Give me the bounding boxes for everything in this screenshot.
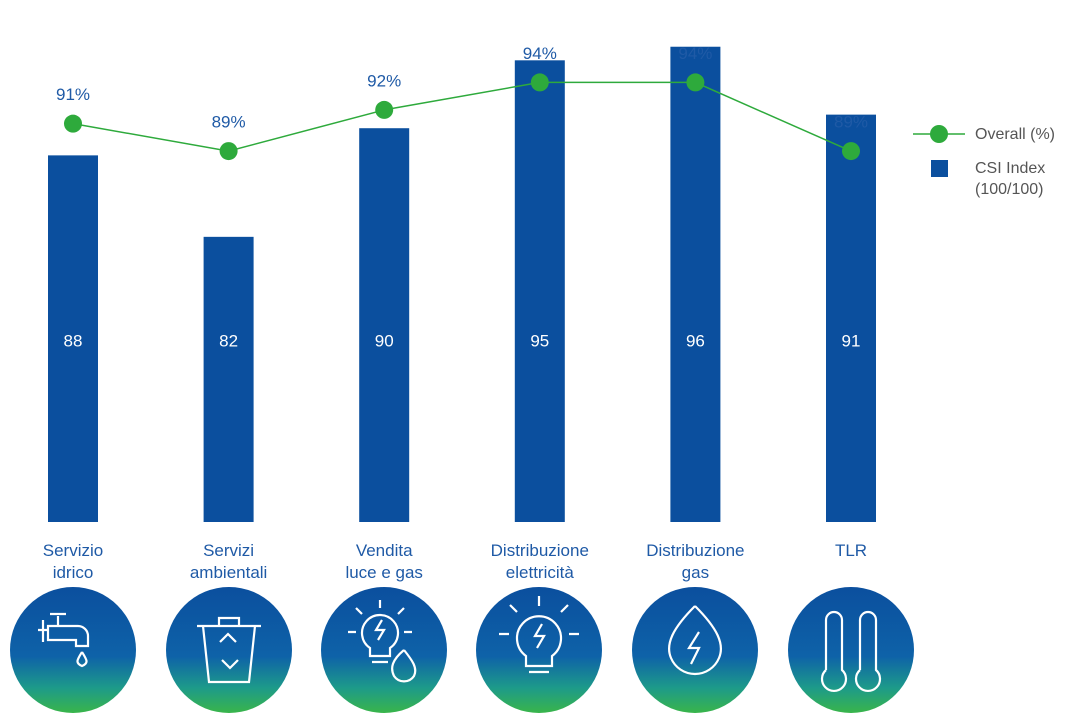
icon-bulb	[499, 596, 579, 674]
icon-bulb-flame	[348, 600, 417, 683]
x-tick-label: Servizi ambientali	[189, 541, 268, 582]
x-tick-label: TLR	[834, 541, 868, 560]
bar	[514, 60, 565, 522]
x-tick-label: Vendita luce e gas	[345, 541, 423, 582]
icon-circle	[788, 587, 914, 713]
bar-label: 82	[219, 331, 238, 350]
line-label: 94%	[523, 44, 557, 63]
bar	[670, 46, 721, 522]
icon-bin	[197, 616, 261, 684]
line	[72, 81, 852, 152]
bar-label: 95	[530, 331, 549, 350]
line-label: 94%	[678, 44, 712, 63]
legend-marker	[930, 125, 948, 143]
icon-circle	[476, 587, 602, 713]
icon-circle	[632, 587, 758, 713]
icon-circle	[166, 587, 292, 713]
line-marker	[530, 73, 549, 92]
line-marker	[842, 142, 860, 161]
icons	[10, 587, 914, 713]
icon-circle	[321, 587, 447, 713]
bar-label: 88	[64, 331, 83, 350]
bar	[48, 155, 98, 523]
x-tick-label: Distribuzione elettricità	[490, 541, 589, 582]
bar	[826, 114, 876, 522]
line-label: 91%	[56, 85, 90, 104]
legend-label: CSI Index (100/100)	[975, 160, 1046, 198]
bar	[359, 128, 410, 523]
icon-thermometers	[820, 610, 882, 692]
line-marker	[375, 100, 394, 119]
x-tick-label: Servizio idrico	[42, 541, 104, 582]
icon-circle	[10, 587, 136, 713]
legend-swatch	[931, 160, 948, 177]
line-label: 92%	[367, 71, 401, 90]
bar-label: 90	[375, 331, 394, 350]
bar	[203, 236, 254, 522]
icon-flame	[667, 605, 723, 676]
line-marker	[64, 114, 82, 133]
bar-label: 91	[842, 331, 861, 350]
line-marker	[219, 142, 238, 161]
icon-tap	[38, 612, 90, 668]
line-marker	[686, 73, 705, 92]
line-label: 89%	[834, 113, 868, 132]
x-tick-label: Distribuzione gas	[646, 541, 745, 582]
legend-label: Overall (%)	[975, 126, 1056, 143]
bar-label: 96	[686, 331, 705, 350]
line-label: 89%	[212, 113, 246, 132]
